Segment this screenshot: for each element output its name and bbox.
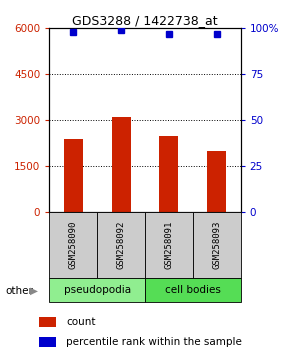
Text: pseudopodia: pseudopodia — [64, 285, 131, 295]
Text: count: count — [66, 318, 95, 327]
Text: percentile rank within the sample: percentile rank within the sample — [66, 337, 242, 347]
Bar — [64, 139, 83, 212]
Text: cell bodies: cell bodies — [165, 285, 221, 295]
Bar — [97, 212, 145, 278]
Bar — [49, 278, 145, 302]
Text: ▶: ▶ — [30, 286, 39, 296]
Bar — [39, 318, 56, 327]
Text: other: other — [6, 286, 34, 296]
Title: GDS3288 / 1422738_at: GDS3288 / 1422738_at — [72, 14, 218, 27]
Text: GSM258090: GSM258090 — [69, 221, 78, 269]
Text: GSM258092: GSM258092 — [117, 221, 126, 269]
Bar — [49, 212, 97, 278]
Bar — [111, 117, 130, 212]
Bar — [145, 212, 193, 278]
Bar — [193, 212, 241, 278]
Text: GSM258091: GSM258091 — [164, 221, 173, 269]
Bar — [145, 278, 241, 302]
Bar — [160, 136, 179, 212]
Bar — [207, 151, 226, 212]
Text: GSM258093: GSM258093 — [212, 221, 221, 269]
Bar — [39, 337, 56, 347]
